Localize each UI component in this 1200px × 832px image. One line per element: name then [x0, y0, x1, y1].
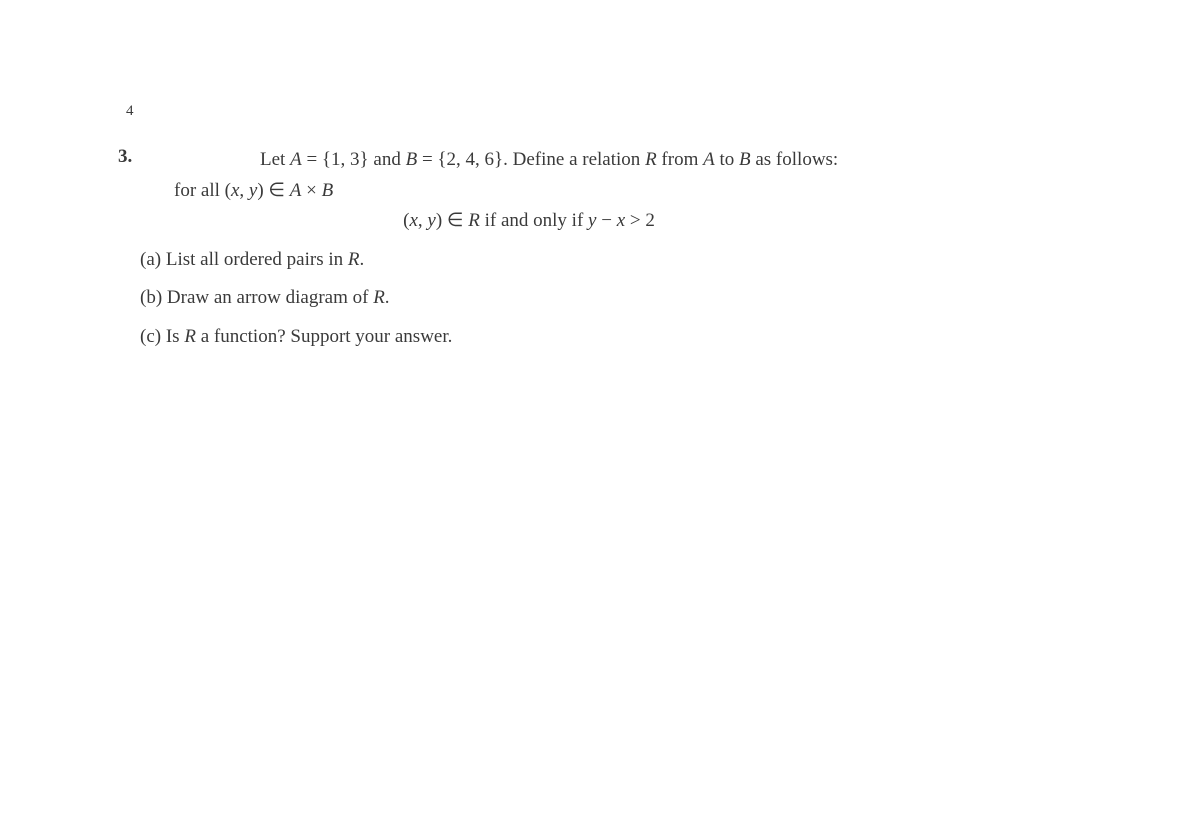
part-b: (b) Draw an arrow diagram of R.: [140, 284, 1084, 313]
cond-text: > 2: [625, 210, 655, 231]
var-x: x: [409, 210, 417, 231]
part-label: (c): [140, 326, 166, 347]
var-y: y: [427, 210, 435, 231]
var-A: A: [290, 149, 302, 170]
intro-text: to: [715, 149, 739, 170]
var-B: B: [406, 149, 418, 170]
part-a: (a) List all ordered pairs in R.: [140, 246, 1084, 275]
part-text: Is: [166, 326, 184, 347]
var-A: A: [290, 180, 302, 201]
forall-text: ×: [301, 180, 321, 201]
part-text: .: [359, 249, 364, 270]
var-R: R: [468, 210, 480, 231]
cond-text: if and only if: [480, 210, 588, 231]
var-x: x: [617, 210, 625, 231]
var-R: R: [373, 287, 385, 308]
part-label: (a): [140, 249, 166, 270]
part-c: (c) Is R a function? Support your answer…: [140, 323, 1084, 352]
forall-text: for all (: [174, 180, 231, 201]
var-R: R: [645, 149, 657, 170]
var-B: B: [739, 149, 751, 170]
forall-line: for all (x, y) ∈ A × B: [174, 177, 1084, 206]
problem-number: 3.: [118, 146, 132, 168]
cond-text: ,: [418, 210, 428, 231]
intro-text: = {1, 3} and: [302, 149, 406, 170]
part-text: a function? Support your answer.: [196, 326, 452, 347]
intro-text: Let: [260, 149, 290, 170]
intro-text: from: [657, 149, 703, 170]
page-number: 4: [126, 103, 134, 120]
part-text: Draw an arrow diagram of: [167, 287, 373, 308]
var-B: B: [322, 180, 334, 201]
intro-text: = {2, 4, 6}. Define a relation: [417, 149, 645, 170]
cond-text: ) ∈: [436, 210, 468, 231]
problem-body: Let A = {1, 3} and B = {2, 4, 6}. Define…: [174, 146, 1084, 351]
forall-text: ) ∈: [257, 180, 289, 201]
condition-line: (x, y) ∈ R if and only if y − x > 2: [174, 207, 1084, 236]
var-R: R: [348, 249, 360, 270]
subparts: (a) List all ordered pairs in R. (b) Dra…: [140, 246, 1084, 352]
part-text: .: [385, 287, 390, 308]
forall-text: ,: [239, 180, 249, 201]
var-A: A: [703, 149, 715, 170]
intro-text: as follows:: [751, 149, 839, 170]
cond-text: −: [596, 210, 616, 231]
problem-intro: Let A = {1, 3} and B = {2, 4, 6}. Define…: [174, 146, 1084, 175]
part-text: List all ordered pairs in: [166, 249, 348, 270]
part-label: (b): [140, 287, 167, 308]
var-R: R: [184, 326, 196, 347]
